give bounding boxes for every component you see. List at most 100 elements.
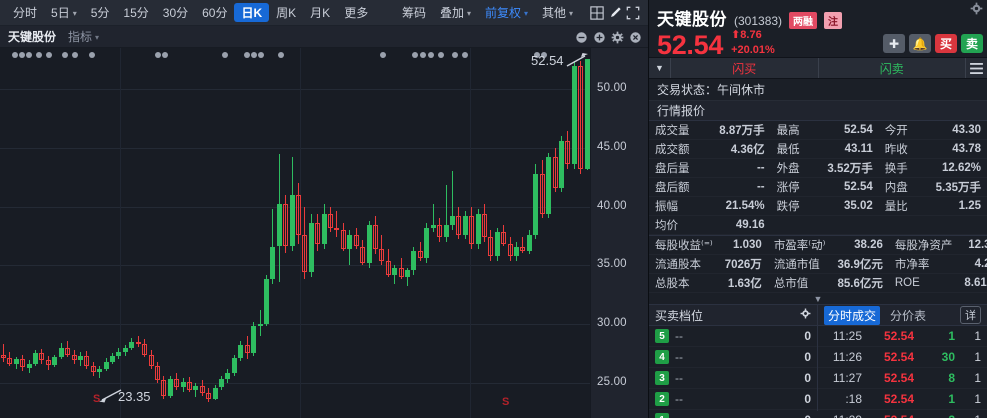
alert-bell-icon[interactable]: 🔔 <box>909 34 931 53</box>
timeframe-4[interactable]: 30分 <box>156 3 195 22</box>
fundamental-label: 市净率 <box>894 259 930 271</box>
metric-value: 21.54% <box>725 200 765 212</box>
order-book-gear-icon[interactable] <box>800 308 811 322</box>
timeframe-label: 30分 <box>162 6 189 20</box>
trade-row[interactable]: 11:26 52.54 30 1 <box>818 347 987 368</box>
order-price: -- <box>675 392 683 406</box>
sell-marker: S <box>93 393 101 405</box>
stock-code: (301383) <box>734 14 783 28</box>
chevron-down-icon: ▾ <box>466 9 471 18</box>
trade-row[interactable]: :18 52.54 1 1 <box>818 389 987 410</box>
order-book-row[interactable]: 1 --0 <box>649 410 817 418</box>
expand-chevron-icon[interactable]: ▼ <box>649 293 987 305</box>
add-icon[interactable]: ✚ <box>883 34 905 53</box>
metric-label: 涨停 <box>776 182 800 194</box>
order-level-badge: 5 <box>655 329 669 343</box>
tab-tick-trades[interactable]: 分时成交 <box>824 305 881 325</box>
order-book-row[interactable]: 4 -- 0 <box>649 347 817 368</box>
order-book-row[interactable]: 3 -- 0 <box>649 368 817 389</box>
timeframe-label: 15分 <box>123 6 149 20</box>
brush-icon[interactable] <box>606 3 624 23</box>
price-change-block: ⬆8.76 +20.01% <box>731 28 775 60</box>
y-axis-label: 40.00 <box>597 200 627 212</box>
timeframe-6[interactable]: 日K <box>234 3 270 22</box>
timeframe-label: 5分 <box>90 6 110 20</box>
candlestick-series <box>0 48 590 418</box>
event-dot-icon <box>258 52 264 58</box>
fundamental-value: 7026万 <box>724 259 762 271</box>
chart-pane: 分时 5日 ▾ 5分 15分 30分 60分 日K 周K 月K 更多 筹码 叠加 ▾ 前复权 ▾ 其他 ▾ 天键股… <box>0 0 648 418</box>
gear-icon[interactable] <box>611 31 624 44</box>
fundamental-value: 36.9亿元 <box>837 259 883 271</box>
quote-title-row: 天键股份 (301383) 两融 注 <box>657 5 979 30</box>
badge-registration: 注 <box>824 12 843 29</box>
settings-gear-icon[interactable] <box>970 2 983 20</box>
minus-icon[interactable] <box>575 31 588 44</box>
plus-icon[interactable] <box>593 31 606 44</box>
timeframe-8[interactable]: 月K <box>303 3 337 22</box>
metric-value: 52.54 <box>844 181 873 193</box>
flash-buy-button[interactable]: 闪买 <box>671 58 819 78</box>
indicator-selector[interactable]: 指标 ▾ <box>68 28 99 45</box>
toolbar-option-label: 其他 <box>542 6 567 20</box>
chevron-down-icon[interactable]: ▼ <box>649 58 671 78</box>
quote-header: 天键股份 (301383) 两融 注 52.54 ⬆8.76 +20.01% ✚… <box>649 0 987 60</box>
order-book-row[interactable]: 2 -- 0 <box>649 389 817 410</box>
toolbar-option-0[interactable]: 筹码 <box>395 3 433 22</box>
toolbar-option-1[interactable]: 叠加 ▾ <box>433 3 478 22</box>
metric-value: 52.54 <box>844 124 873 136</box>
trade-time: 11:25 <box>832 329 862 343</box>
up-arrow-icon: ⬆ <box>731 29 741 41</box>
trade-count: 1 <box>955 413 981 418</box>
trade-price: 52.54 <box>883 392 914 406</box>
chart-plot-area[interactable]: S S 23.35 52.54 50.00 45.00 40.00 35.00 30.0… <box>0 48 648 418</box>
metric-value: -- <box>756 181 765 193</box>
metric-value <box>812 216 879 235</box>
y-axis-label: 45.00 <box>597 141 627 153</box>
event-dot-icon <box>26 52 32 58</box>
metric-value: 3.52万手 <box>827 163 873 175</box>
metrics-row: 均价 49.16 <box>649 216 987 235</box>
timeframe-7[interactable]: 周K <box>269 3 303 22</box>
event-dot-icon <box>278 52 284 58</box>
fundamental-value: 38.26 <box>854 239 883 251</box>
detail-button[interactable]: 详 <box>960 306 981 324</box>
fullscreen-icon[interactable] <box>624 3 642 23</box>
metric-value: 12.62% <box>941 162 981 174</box>
trade-row[interactable]: 11:2952.5421 <box>818 410 987 418</box>
menu-icon[interactable] <box>965 58 987 78</box>
event-dot-icon <box>380 52 386 58</box>
fundamental-label: 市盈率⁽动⁾ <box>773 240 826 252</box>
fundamental-label: 每股收益⁽⁼⁾ <box>655 240 713 252</box>
metric-label: 最低 <box>776 144 800 156</box>
metric-label: 最高 <box>776 125 800 137</box>
trade-price: 52.54 <box>862 413 914 418</box>
trade-row[interactable]: 11:27 52.54 8 1 <box>818 368 987 389</box>
stock-name: 天键股份 <box>657 10 727 29</box>
price-row: 52.54 ⬆8.76 +20.01% <box>657 28 979 60</box>
sell-button[interactable]: 卖 <box>961 34 983 53</box>
grid-icon[interactable] <box>588 3 606 23</box>
timeframe-9[interactable]: 更多 <box>337 3 375 22</box>
flash-sell-button[interactable]: 闪卖 <box>879 61 904 76</box>
event-dot-icon <box>251 52 257 58</box>
timeframe-5[interactable]: 60分 <box>195 3 234 22</box>
metric-value: 43.11 <box>844 143 873 155</box>
trade-row[interactable]: 11:25 52.54 1 1 <box>818 326 987 347</box>
timeframe-3[interactable]: 15分 <box>116 3 155 22</box>
tab-price-table[interactable]: 分价表 <box>890 308 927 323</box>
trade-count: 1 <box>974 392 981 406</box>
metric-value: 43.30 <box>952 124 981 136</box>
buy-button[interactable]: 买 <box>935 34 957 53</box>
close-icon[interactable] <box>629 31 642 44</box>
event-dot-icon <box>244 52 250 58</box>
timeframe-1[interactable]: 5日 ▾ <box>44 3 84 22</box>
order-book-row[interactable]: 5 -- 0 <box>649 326 817 347</box>
toolbar-option-2[interactable]: 前复权 ▾ <box>478 3 535 22</box>
toolbar-option-3[interactable]: 其他 ▾ <box>535 3 580 22</box>
timeframe-2[interactable]: 5分 <box>84 3 117 22</box>
timeframe-0[interactable]: 分时 <box>6 3 44 22</box>
trade-count: 1 <box>974 329 981 343</box>
quote-action-buttons: ✚ 🔔 买 卖 <box>883 34 983 53</box>
